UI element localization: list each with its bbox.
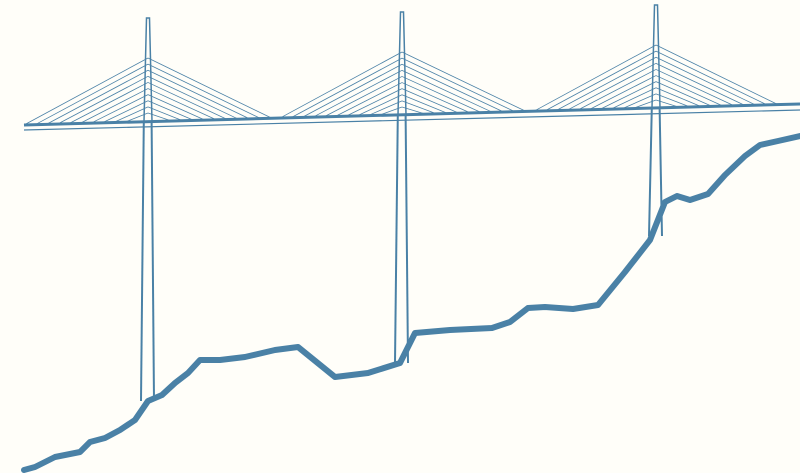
stay-cable-3-r-9 [655, 93, 691, 108]
stay-cable-3-l-8 [610, 87, 657, 110]
stay-cable-1-l-5 [68, 82, 149, 125]
stay-cable-2-l-6 [334, 82, 403, 117]
tower-leg-1-2 [150, 121, 155, 402]
stay-cable-3-l-1 [533, 44, 657, 112]
terrain-line [21, 133, 800, 473]
stay-cable-1-r-9 [147, 106, 183, 122]
stay-cable-1-l-3 [46, 69, 149, 125]
stay-cable-3-l-2 [544, 50, 657, 112]
stay-cable-2-r-2 [401, 57, 516, 113]
stay-cable-2-r-3 [401, 63, 504, 113]
tower-spire-3 [651, 4, 661, 109]
bridge-deck-top [23, 102, 800, 127]
stay-cable-1-r-7 [147, 94, 206, 121]
stay-cable-2-l-1 [279, 51, 403, 119]
stay-cable-3-r-2 [655, 50, 768, 106]
stay-cable-2-l-9 [367, 100, 403, 117]
stay-cable-3-r-8 [655, 87, 702, 108]
stay-cable-2-l-4 [312, 69, 403, 118]
stay-cable-3-l-6 [588, 75, 657, 111]
bridge-deck-bottom [23, 109, 800, 131]
stay-cable-3-r-7 [655, 81, 713, 107]
stay-cable-1-l-4 [57, 75, 149, 125]
stay-cable-3-l-10 [632, 99, 657, 109]
stay-cable-2-l-2 [290, 57, 403, 119]
stay-cable-3-l-9 [621, 93, 657, 110]
stay-cable-2-r-4 [401, 69, 493, 113]
stay-cable-1-r-3 [147, 69, 250, 120]
stay-cable-1-r-4 [147, 75, 239, 120]
tower-leg-2-1 [394, 114, 399, 364]
stay-cable-3-l-3 [555, 56, 657, 111]
stay-cable-1-l-7 [90, 94, 149, 124]
tower-leg-3-1 [648, 107, 653, 237]
stay-cable-3-l-7 [599, 81, 657, 110]
stay-cable-3-l-5 [577, 69, 657, 111]
stay-cable-3-r-6 [655, 75, 724, 107]
stay-cable-2-r-1 [401, 51, 527, 112]
stay-cable-2-r-10 [401, 106, 426, 115]
stay-cable-1-l-2 [34, 63, 149, 126]
stay-cable-2-l-7 [345, 88, 403, 117]
stay-cable-1-l-9 [113, 106, 149, 123]
stay-cable-1-l-6 [79, 88, 149, 124]
stay-cable-1-l-1 [23, 57, 149, 126]
tower-leg-2-2 [404, 114, 409, 364]
stay-cable-2-r-6 [401, 82, 471, 114]
stay-cable-1-r-6 [147, 88, 217, 121]
stay-cable-1-l-8 [101, 100, 149, 124]
stay-cable-2-l-5 [323, 76, 403, 118]
tower-spire-2 [397, 11, 407, 116]
stay-cable-2-r-9 [401, 100, 437, 115]
stay-cable-1-r-5 [147, 82, 228, 120]
stay-cable-2-r-5 [401, 76, 482, 113]
stay-cable-3-r-4 [655, 62, 746, 106]
stay-cable-2-l-3 [301, 63, 403, 118]
stay-cable-1-r-2 [147, 63, 262, 119]
stay-cable-1-r-1 [147, 57, 273, 119]
bridge-cables [23, 44, 779, 126]
stay-cable-2-l-10 [378, 106, 403, 116]
stay-cable-3-r-1 [655, 44, 779, 105]
stay-cable-2-r-8 [401, 94, 449, 114]
stay-cable-2-l-8 [356, 94, 403, 117]
tower-leg-1-1 [140, 121, 145, 402]
stay-cable-2-r-7 [401, 88, 460, 114]
stay-cable-3-l-4 [566, 62, 657, 111]
stay-cable-1-r-8 [147, 100, 195, 121]
tower-spire-1 [143, 17, 153, 123]
stay-cable-3-r-10 [655, 99, 680, 108]
stay-cable-3-r-3 [655, 56, 757, 106]
stay-cable-3-r-5 [655, 69, 735, 107]
stay-cable-1-l-10 [124, 112, 149, 123]
stay-cable-1-r-10 [147, 112, 172, 122]
